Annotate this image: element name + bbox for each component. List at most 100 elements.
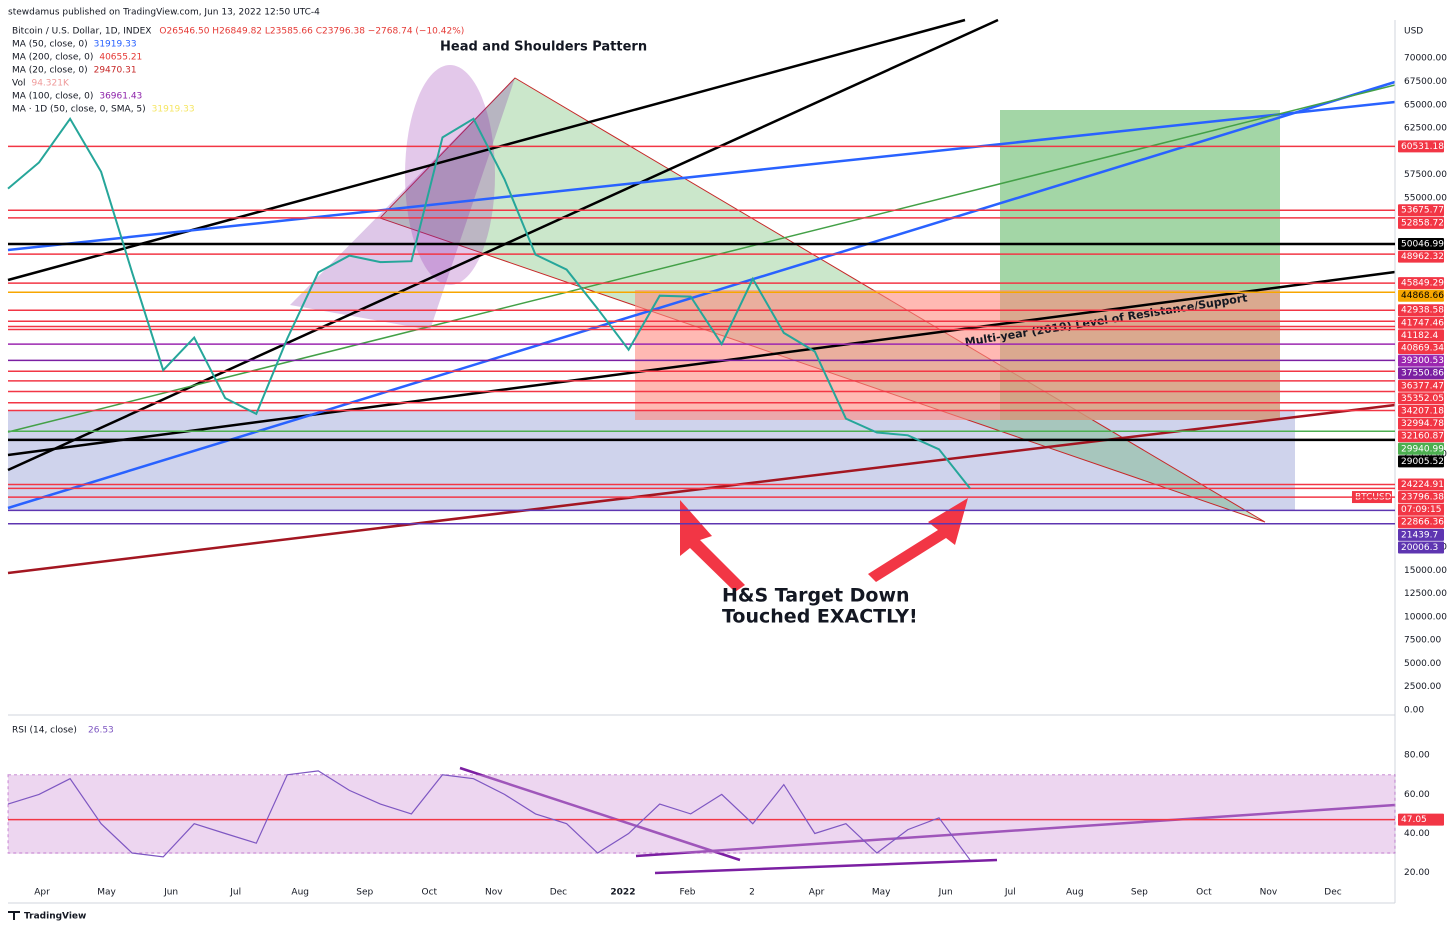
x-tick-label: Aug (291, 888, 309, 898)
level-label-box (1398, 304, 1444, 317)
x-tick-label: Oct (422, 888, 438, 898)
y-tick-label: 40.00 (1404, 829, 1430, 839)
level-label-box (1398, 442, 1444, 455)
indicator-value: 36961.43 (99, 92, 142, 102)
level-label: 24224.91 (1401, 480, 1444, 490)
rsi-trendline (459, 766, 741, 862)
level-label: 47.05 (1401, 815, 1427, 825)
arrow (868, 498, 968, 582)
level-label: 53675.77 (1401, 206, 1444, 216)
level-label: 21439.7 (1401, 530, 1438, 540)
level-label: 20006.3 (1401, 543, 1438, 553)
y-tick-label: 5000.00 (1404, 659, 1441, 669)
rsi-band-deco (8, 775, 1395, 854)
level-label: 48962.32 (1401, 252, 1444, 262)
y-tick-label: 65000.00 (1404, 100, 1447, 110)
level-label-box (1398, 528, 1444, 541)
drawings (8, 65, 1395, 854)
level-label: 44868.66 (1401, 291, 1444, 301)
indicator-value: 29470.31 (94, 66, 137, 76)
indicator-value: 31919.33 (94, 40, 137, 50)
level-label: 36377.47 (1401, 381, 1444, 391)
y-tick-label: 12500.00 (1404, 589, 1447, 599)
indicator-value: 94.321K (31, 79, 69, 89)
level-label: 50046.99 (1401, 240, 1444, 250)
symbol: Bitcoin / U.S. Dollar, 1D, INDEX (12, 27, 151, 37)
level-label: 32160.87 (1401, 432, 1444, 442)
level-label-box (1398, 354, 1444, 367)
trendline (7, 270, 1396, 457)
y-tick-label: 60.00 (1404, 790, 1430, 800)
x-tick-label: Sep (356, 888, 373, 898)
indicator-value: 31919.33 (152, 105, 195, 115)
level-label-box (1398, 392, 1444, 405)
publisher: stewdamus published on TradingView.com, … (8, 8, 320, 18)
level-label: 39300.53 (1401, 356, 1444, 366)
level-label-box (1398, 367, 1444, 380)
x-tick-label: Jun (163, 888, 178, 898)
rsi-title: RSI (14, close) (12, 726, 77, 736)
level-label-box (1398, 316, 1444, 329)
y-tick-label: 57500.00 (1404, 170, 1447, 180)
indicator-name: Vol (12, 79, 25, 89)
level-label-box (1398, 478, 1444, 491)
level-label: 60531.18 (1401, 142, 1444, 152)
level-label-box (1398, 216, 1444, 229)
level-label: 29005.52 (1401, 457, 1444, 467)
rsi-trendline (654, 858, 998, 875)
ohlc: O26546.50 H26849.82 L23585.66 C23796.38 … (159, 27, 464, 37)
level-label-box (1398, 430, 1444, 443)
level-label: 23796.38 (1401, 493, 1444, 503)
level-label-box (1398, 289, 1444, 302)
x-tick-label: Nov (485, 888, 503, 898)
indicator-name: MA (100, close, 0) (12, 92, 93, 102)
level-label-box (1398, 342, 1444, 355)
level-label-box (1398, 238, 1444, 251)
x-tick-label: Apr (34, 888, 50, 898)
y-tick-label: 2500.00 (1404, 682, 1441, 692)
indicator-name: MA · 1D (50, close, 0, SMA, 5) (12, 105, 146, 115)
indicator-name: MA (50, close, 0) (12, 40, 88, 50)
level-label-box (1398, 417, 1444, 430)
level-label-box (1398, 813, 1444, 826)
y-tick-label: 62500.00 (1404, 124, 1447, 134)
level-label: 40869.34 (1401, 344, 1444, 354)
level-label: 52858.72 (1401, 218, 1444, 228)
level-label: 34207.18 (1401, 407, 1444, 417)
y-tick-label: 15000.00 (1404, 566, 1447, 576)
level-label: 37550.86 (1401, 369, 1444, 379)
indicator-value: 40655.21 (99, 53, 142, 63)
level-label-box (1398, 250, 1444, 263)
indicator-name: MA (20, close, 0) (12, 66, 88, 76)
level-label-box (1398, 204, 1444, 217)
x-tick-label: Aug (1066, 888, 1084, 898)
level-label: 41747.46 (1401, 318, 1444, 328)
trendline (7, 80, 1396, 510)
triangle-2 (290, 78, 515, 330)
level-label-box (1398, 405, 1444, 418)
indicator-name: MA (200, close, 0) (12, 53, 93, 63)
x-tick-label: Feb (680, 888, 696, 898)
x-tick-label: Sep (1131, 888, 1148, 898)
countdown-box (1398, 503, 1444, 516)
x-tick-label: Jul (229, 888, 241, 898)
trendline (7, 18, 966, 282)
footer: TradingView (24, 912, 86, 922)
y-tick-label: 70000.00 (1404, 54, 1447, 64)
y-tick-label: 20.00 (1404, 868, 1430, 878)
level-label-box (1398, 455, 1444, 468)
level-label: 41182.4 (1401, 331, 1438, 341)
x-tick-label: Jul (1004, 888, 1016, 898)
x-tick-label: 2 (749, 888, 755, 898)
x-tick-label: 2022 (610, 888, 635, 898)
y-tick-label: 0.00 (1404, 706, 1424, 716)
trendline (7, 84, 1396, 433)
level-label-box (1398, 516, 1444, 529)
x-tick-label: Apr (809, 888, 825, 898)
y-tick-label: 80.00 (1404, 751, 1430, 761)
rsi-last: 26.53 (88, 726, 114, 736)
level-label: 22866.36 (1401, 518, 1444, 528)
countdown: 07:09:15 (1401, 505, 1441, 515)
projection-box-2 (635, 290, 1280, 420)
